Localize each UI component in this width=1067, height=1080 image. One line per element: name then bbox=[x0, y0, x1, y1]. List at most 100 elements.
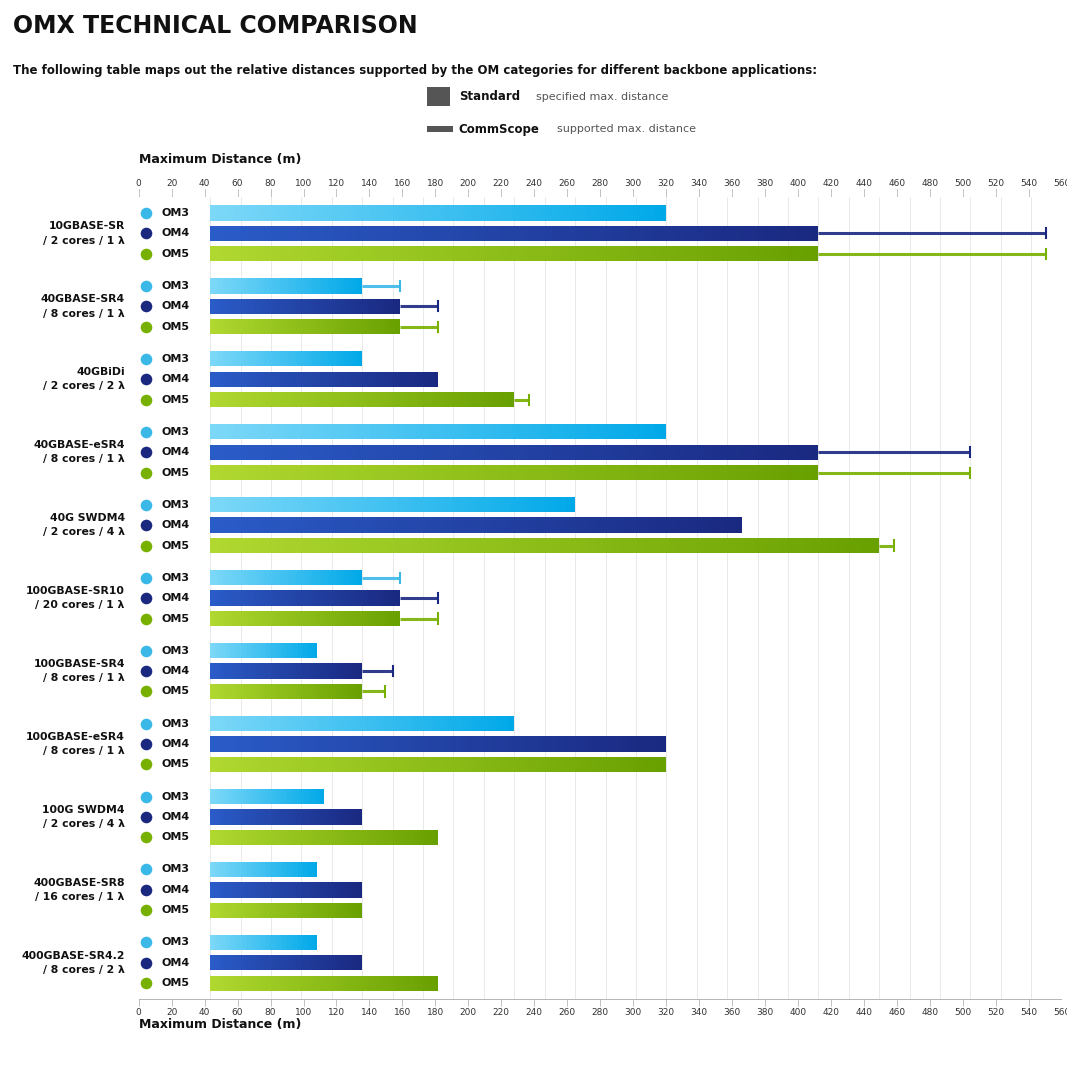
Bar bbox=[354, 465, 362, 481]
Bar bbox=[244, 392, 249, 407]
Bar bbox=[320, 955, 322, 971]
Bar bbox=[290, 663, 292, 678]
Bar bbox=[210, 279, 212, 294]
Bar bbox=[347, 570, 349, 585]
Bar bbox=[537, 445, 544, 460]
Bar bbox=[229, 279, 232, 294]
Bar bbox=[457, 497, 461, 512]
Bar bbox=[214, 643, 216, 659]
Bar bbox=[244, 684, 246, 699]
Bar bbox=[488, 392, 492, 407]
Bar bbox=[249, 788, 250, 805]
Bar bbox=[364, 205, 370, 220]
Bar bbox=[236, 788, 237, 805]
Bar bbox=[666, 246, 674, 261]
Bar bbox=[284, 684, 286, 699]
Bar bbox=[301, 975, 304, 991]
Bar bbox=[483, 392, 488, 407]
Text: OM4: OM4 bbox=[161, 812, 190, 822]
Bar bbox=[362, 829, 364, 845]
Bar bbox=[429, 497, 433, 512]
Bar bbox=[324, 829, 328, 845]
Bar bbox=[307, 663, 309, 678]
Bar bbox=[423, 517, 430, 532]
Bar bbox=[483, 246, 492, 261]
Bar bbox=[317, 517, 323, 532]
Bar bbox=[240, 684, 242, 699]
Bar bbox=[242, 882, 244, 897]
Bar bbox=[214, 299, 218, 314]
Point bbox=[138, 828, 155, 846]
Bar bbox=[466, 424, 473, 440]
Bar bbox=[216, 663, 218, 678]
Bar bbox=[220, 684, 222, 699]
Bar bbox=[218, 788, 219, 805]
Bar bbox=[269, 663, 271, 678]
Bar bbox=[496, 517, 503, 532]
Bar bbox=[307, 955, 309, 971]
Bar bbox=[397, 392, 400, 407]
Bar bbox=[372, 829, 376, 845]
Bar bbox=[256, 226, 264, 241]
Bar bbox=[398, 299, 400, 314]
Bar bbox=[393, 299, 396, 314]
Bar bbox=[233, 279, 235, 294]
Bar bbox=[315, 570, 317, 585]
Bar bbox=[682, 246, 689, 261]
Bar bbox=[246, 570, 249, 585]
Point bbox=[138, 808, 155, 825]
Bar bbox=[278, 663, 281, 678]
Bar bbox=[229, 882, 232, 897]
Bar bbox=[371, 611, 375, 626]
Bar bbox=[370, 757, 376, 772]
Bar bbox=[339, 226, 347, 241]
Bar bbox=[222, 882, 223, 897]
Bar bbox=[283, 684, 284, 699]
Bar bbox=[398, 737, 404, 752]
Point bbox=[138, 715, 155, 732]
Bar bbox=[229, 716, 233, 731]
Bar bbox=[361, 497, 365, 512]
Bar bbox=[280, 611, 282, 626]
Bar bbox=[345, 809, 347, 825]
Bar bbox=[483, 737, 490, 752]
Bar bbox=[638, 757, 643, 772]
Bar bbox=[262, 611, 265, 626]
Bar bbox=[313, 788, 315, 805]
Bar bbox=[275, 809, 276, 825]
Bar bbox=[271, 934, 273, 950]
Text: OM5: OM5 bbox=[161, 833, 190, 842]
Bar bbox=[375, 319, 377, 335]
Bar bbox=[280, 934, 281, 950]
Bar bbox=[351, 955, 353, 971]
Bar bbox=[283, 716, 286, 731]
Bar bbox=[307, 299, 309, 314]
Bar bbox=[682, 226, 689, 241]
Bar bbox=[271, 643, 273, 659]
Bar bbox=[223, 809, 225, 825]
Bar bbox=[250, 737, 256, 752]
Bar bbox=[317, 663, 319, 678]
Bar bbox=[430, 975, 432, 991]
Bar bbox=[348, 319, 350, 335]
Bar bbox=[293, 319, 296, 335]
Bar bbox=[256, 392, 259, 407]
Bar bbox=[446, 716, 449, 731]
Bar bbox=[303, 862, 305, 877]
Bar bbox=[309, 975, 313, 991]
Bar bbox=[347, 882, 349, 897]
Bar bbox=[492, 226, 499, 241]
Bar bbox=[252, 862, 253, 877]
Bar bbox=[212, 934, 214, 950]
Bar bbox=[313, 829, 316, 845]
Bar bbox=[288, 684, 290, 699]
Text: OM5: OM5 bbox=[161, 248, 190, 259]
Bar bbox=[309, 570, 310, 585]
Bar bbox=[246, 955, 249, 971]
Bar bbox=[269, 934, 270, 950]
Bar bbox=[319, 591, 322, 606]
Bar bbox=[252, 882, 254, 897]
Bar bbox=[483, 716, 488, 731]
Bar bbox=[227, 570, 229, 585]
Bar bbox=[461, 497, 465, 512]
